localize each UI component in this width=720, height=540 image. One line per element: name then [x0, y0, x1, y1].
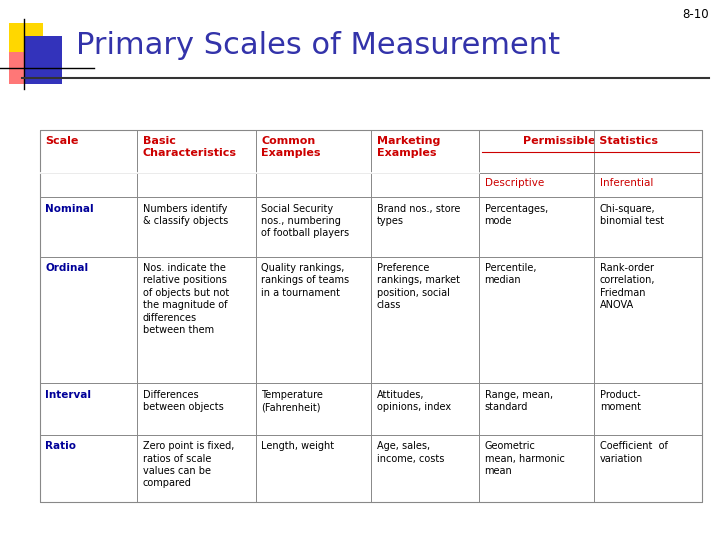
Text: Chi-square,
binomial test: Chi-square, binomial test: [600, 204, 664, 226]
Text: Basic
Characteristics: Basic Characteristics: [143, 136, 237, 158]
Text: Length, weight: Length, weight: [261, 441, 335, 451]
Text: Ordinal: Ordinal: [45, 263, 89, 273]
Text: Common
Examples: Common Examples: [261, 136, 321, 158]
Text: Permissible Statistics: Permissible Statistics: [523, 136, 658, 146]
Text: Geometric
mean, harmonic
mean: Geometric mean, harmonic mean: [485, 441, 564, 476]
Text: Rank-order
correlation,
Friedman
ANOVA: Rank-order correlation, Friedman ANOVA: [600, 263, 655, 310]
Text: 8-10: 8-10: [683, 8, 709, 21]
Text: Primary Scales of Measurement: Primary Scales of Measurement: [76, 31, 559, 60]
Text: Quality rankings,
rankings of teams
in a tournament: Quality rankings, rankings of teams in a…: [261, 263, 349, 298]
FancyBboxPatch shape: [24, 36, 62, 84]
Text: Descriptive: Descriptive: [485, 178, 544, 188]
Text: Numbers identify
& classify objects: Numbers identify & classify objects: [143, 204, 228, 226]
Bar: [40, 130, 702, 502]
Text: Temperature
(Fahrenheit): Temperature (Fahrenheit): [261, 390, 323, 412]
Text: Ratio: Ratio: [45, 441, 76, 451]
Text: Scale: Scale: [45, 136, 78, 146]
Text: Inferential: Inferential: [600, 178, 653, 188]
Text: Brand nos., store
types: Brand nos., store types: [377, 204, 460, 226]
Text: Differences
between objects: Differences between objects: [143, 390, 223, 412]
Text: Marketing
Examples: Marketing Examples: [377, 136, 440, 158]
Text: Preference
rankings, market
position, social
class: Preference rankings, market position, so…: [377, 263, 459, 310]
Text: Nominal: Nominal: [45, 204, 94, 214]
Text: Product-
moment: Product- moment: [600, 390, 641, 412]
FancyBboxPatch shape: [9, 52, 39, 84]
Text: Social Security
nos., numbering
of football players: Social Security nos., numbering of footb…: [261, 204, 349, 238]
Text: Percentages,
mode: Percentages, mode: [485, 204, 548, 226]
Text: Interval: Interval: [45, 390, 91, 400]
Text: Coefficient  of
variation: Coefficient of variation: [600, 441, 667, 463]
Text: Attitudes,
opinions, index: Attitudes, opinions, index: [377, 390, 451, 412]
Text: Age, sales,
income, costs: Age, sales, income, costs: [377, 441, 444, 463]
Text: Zero point is fixed,
ratios of scale
values can be
compared: Zero point is fixed, ratios of scale val…: [143, 441, 234, 488]
FancyBboxPatch shape: [9, 23, 43, 57]
Text: Range, mean,
standard: Range, mean, standard: [485, 390, 553, 412]
Text: Percentile,
median: Percentile, median: [485, 263, 536, 285]
Text: Nos. indicate the
relative positions
of objects but not
the magnitude of
differe: Nos. indicate the relative positions of …: [143, 263, 229, 335]
